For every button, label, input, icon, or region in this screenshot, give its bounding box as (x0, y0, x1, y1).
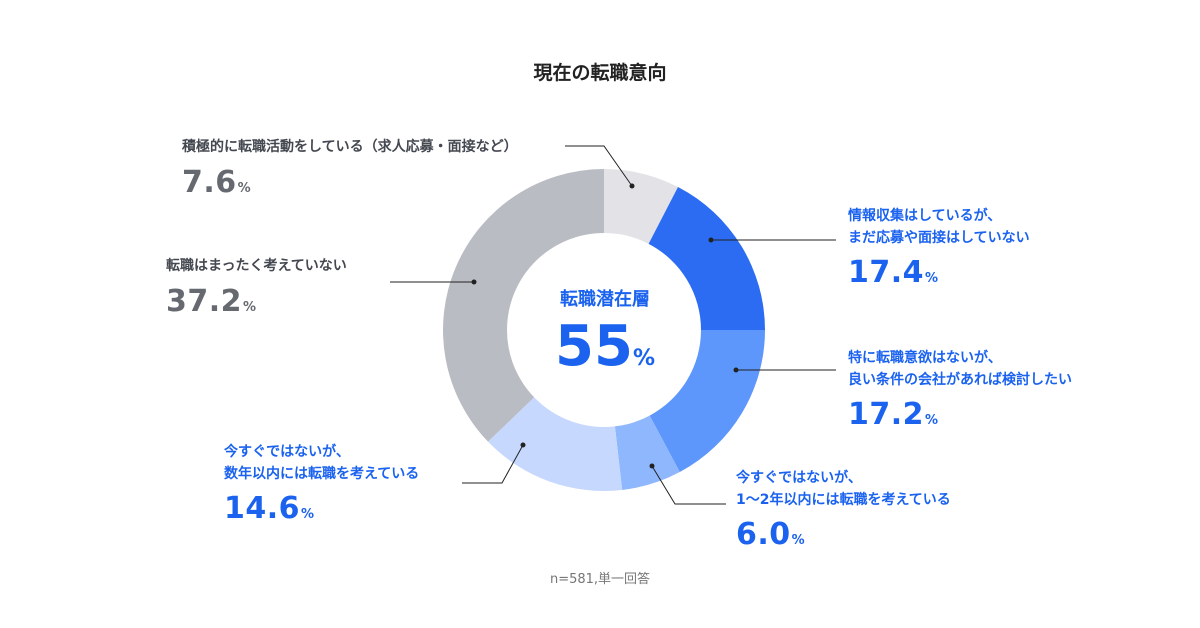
slice-label-within-few-years: 今すぐではないが、 数年以内には転職を考えている 14.6% (224, 442, 419, 527)
leader-within-few-years (462, 444, 524, 484)
slice-value-unit: % (243, 299, 257, 315)
slice-value: 6.0% (736, 517, 951, 553)
slice-value-number: 6.0 (736, 517, 791, 553)
slice-value-unit: % (925, 271, 939, 287)
donut-slice-gathering-info (648, 187, 765, 330)
slice-value-unit: % (301, 507, 315, 523)
center-label: 転職潜在層 (560, 289, 650, 310)
slice-value: 14.6% (224, 491, 419, 527)
slice-label-active-job-hunting: 積極的に転職活動をしている（求人応募・面接など） 7.6% (182, 137, 518, 201)
leader-active-job-hunting-dot (629, 183, 635, 189)
slice-value-number: 17.2 (848, 397, 925, 433)
chart-title: 現在の転職意向 (533, 62, 667, 84)
slice-label-gathering-info: 情報収集はしているが、 まだ応募や面接はしていない 17.4% (848, 206, 1030, 291)
slice-label-not-considering: 転職はまったく考えていない 37.2% (166, 256, 347, 320)
slice-value-unit: % (925, 413, 939, 429)
slice-label-line: 良い条件の会社があれば検討したい (848, 371, 1072, 388)
slice-value: 17.2% (848, 397, 1072, 433)
slice-label-line: 特に転職意欲はないが、 (848, 350, 1002, 366)
slice-label-within-1-2-years: 今すぐではないが、 1〜2年以内には転職を考えている 6.0% (736, 468, 951, 553)
leader-good-conditions-dot (733, 367, 739, 373)
slice-value: 7.6% (182, 165, 518, 201)
center-value-unit: % (632, 346, 655, 371)
slice-label-line: まだ応募や面接はしていない (848, 229, 1030, 246)
leader-within-1-2-years (651, 465, 726, 505)
donut-slice-good-conditions (649, 330, 765, 473)
slice-label-line: 今すぐではないが、 (736, 470, 862, 486)
slice-value-number: 37.2 (166, 283, 243, 319)
slice-label-line: 転職はまったく考えていない (166, 258, 347, 274)
slice-label-line: 1〜2年以内には転職を考えている (736, 491, 951, 508)
slice-value-number: 7.6 (182, 164, 237, 200)
donut-slice-not-considering (443, 169, 604, 442)
leader-gathering-info-dot (708, 237, 714, 243)
slice-value: 37.2% (166, 284, 347, 320)
leader-not-considering-dot (471, 279, 477, 285)
slice-label-line: 積極的に転職活動をしている（求人応募・面接など） (182, 139, 518, 155)
slice-label-good-conditions: 特に転職意欲はないが、 良い条件の会社があれば検討したい 17.2% (848, 348, 1072, 433)
donut-slice-within-1-2-years (614, 415, 680, 490)
donut-slice-within-few-years (488, 397, 623, 492)
slice-value: 17.4% (848, 255, 1030, 291)
slice-value-number: 14.6 (224, 491, 301, 527)
leader-active-job-hunting (565, 145, 633, 187)
slice-value-number: 17.4 (848, 255, 925, 291)
slice-label-line: 情報収集はしているが、 (848, 208, 1002, 224)
donut-slice-active-job-hunting (604, 169, 678, 244)
slice-label-line: 今すぐではないが、 (224, 444, 350, 460)
leader-within-few-years-dot (520, 442, 526, 448)
center-summary: 転職潜在層 55% (500, 285, 710, 379)
slice-value-unit: % (237, 180, 252, 196)
slice-label-line: 数年以内には転職を考えている (224, 465, 420, 482)
leader-within-1-2-years-dot (649, 463, 655, 469)
sample-note: n=581,単一回答 (549, 572, 651, 587)
center-value: 55% (500, 314, 710, 379)
center-value-number: 55 (555, 314, 633, 379)
slice-value-unit: % (791, 533, 806, 549)
